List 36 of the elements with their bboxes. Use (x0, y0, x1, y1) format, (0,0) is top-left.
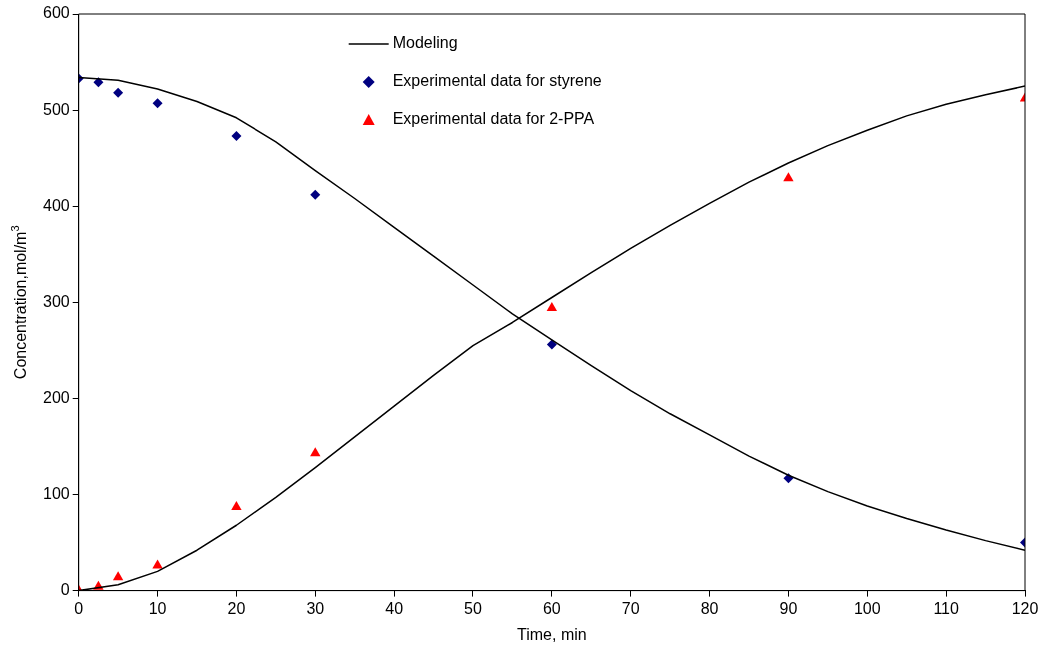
point (113, 87, 124, 98)
point (546, 339, 557, 350)
point (112, 571, 124, 581)
x-tick-label: 100 (853, 599, 881, 617)
x-tick-label: 20 (227, 599, 246, 617)
x-tick-label: 110 (933, 599, 959, 617)
point (310, 447, 321, 457)
point (231, 500, 242, 510)
x-tick-label: 0 (74, 599, 84, 617)
y-tick-label: 300 (42, 292, 70, 310)
y-tick-label: 0 (60, 581, 70, 599)
legend-label: Experimental data for 2-PPA (392, 110, 595, 128)
x-tick-label: 60 (542, 599, 561, 617)
x-tick-label: 10 (148, 599, 167, 617)
x-tick-label: 40 (385, 599, 404, 617)
point (783, 172, 794, 182)
point (152, 559, 163, 569)
x-tick-label: 70 (621, 599, 640, 617)
legend-label: Modeling (392, 34, 458, 52)
point (231, 131, 242, 142)
x-tick-label: 30 (306, 599, 325, 617)
x-tick-label: 90 (779, 599, 798, 617)
y-tick-label: 200 (42, 388, 70, 406)
point (546, 302, 558, 312)
point (310, 189, 321, 200)
x-tick-label: 120 (1011, 599, 1039, 617)
y-tick-label: 400 (42, 196, 70, 214)
x-tick-label: 80 (700, 599, 719, 617)
y-tick-label: 100 (42, 484, 70, 502)
y-axis-title: Concentration,mol/m3 (9, 225, 30, 380)
x-axis-title: Time, min (517, 625, 587, 643)
legend-label: Experimental data for styrene (392, 72, 602, 90)
x-tick-label: 50 (464, 599, 482, 617)
y-tick-label: 600 (42, 4, 70, 22)
point (152, 98, 163, 109)
y-tick-label: 500 (42, 100, 70, 118)
